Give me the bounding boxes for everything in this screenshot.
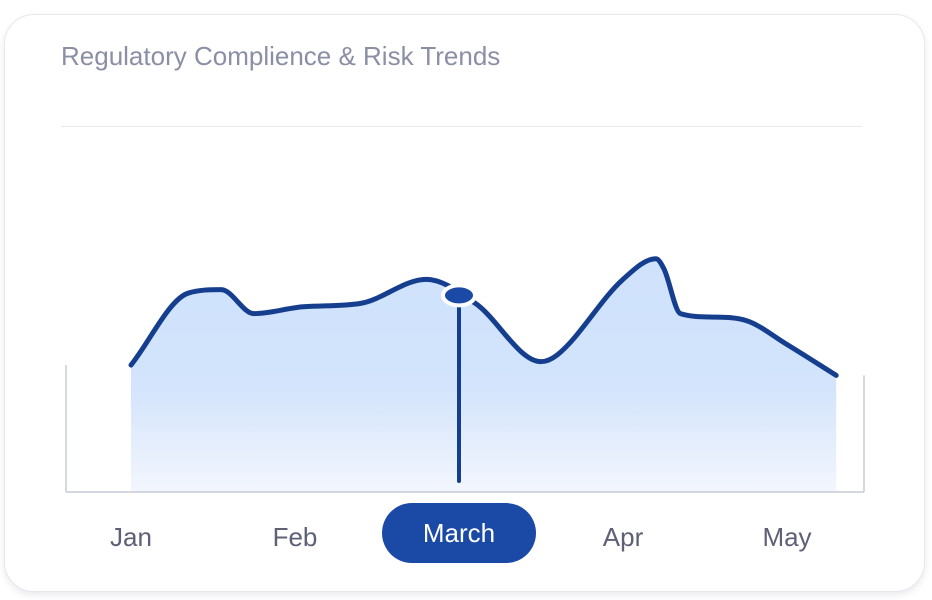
series-line: [128, 256, 839, 378]
x-tick-label-may[interactable]: May: [762, 522, 812, 552]
area-fill: [131, 258, 837, 492]
x-tick-label-jan[interactable]: Jan: [110, 522, 152, 552]
title-divider: [61, 126, 862, 127]
x-tick-label-feb[interactable]: Feb: [272, 522, 318, 552]
x-tick-label-march[interactable]: March: [382, 503, 536, 563]
x-tick-label-apr[interactable]: Apr: [602, 522, 644, 552]
selection-dot[interactable]: [441, 283, 477, 308]
chart-title: Regulatory Complience & Risk Trends: [61, 41, 501, 71]
